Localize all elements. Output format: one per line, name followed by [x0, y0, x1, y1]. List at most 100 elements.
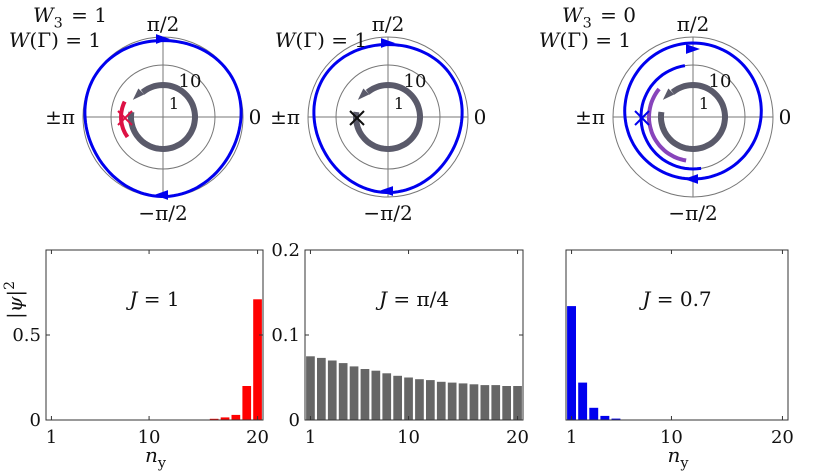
inner-curve [658, 81, 728, 153]
bar [404, 377, 413, 420]
outer-curve-inner-lap [639, 64, 702, 171]
axes-frame [45, 249, 264, 421]
angle-label-bottom: −π/2 [668, 201, 717, 225]
bar [220, 417, 230, 420]
bar [502, 386, 511, 420]
bar [349, 366, 359, 420]
bar [480, 385, 490, 420]
inner-curve-arrow [132, 88, 145, 100]
panel-title: J = π/4 [375, 287, 449, 311]
bar [589, 407, 599, 420]
axes-frame [304, 249, 524, 421]
outer-curve-arrow-top [381, 38, 395, 48]
x-axis-label: ny [145, 443, 168, 471]
bar [338, 363, 348, 420]
radial-label-1: 1 [394, 94, 404, 113]
bar [317, 357, 326, 420]
annotation-wgamma: W(Γ) = 1 [275, 28, 367, 52]
inner-segment [118, 100, 130, 139]
bar [242, 386, 252, 420]
x-tick-label: 20 [506, 427, 529, 448]
bar [567, 306, 576, 420]
angle-label-top: π/2 [677, 12, 710, 36]
bar [426, 380, 435, 420]
polar-panel-1: π/2 0 ±π −π/2 110 W3 = 1W(Γ) = 1 [9, 3, 262, 225]
bar [209, 418, 219, 420]
panel-title: J = 0.7 [638, 287, 711, 311]
bar-panel-1: 1 10 20 0 0.5 J = 1 ny |ψ|2 [2, 249, 269, 471]
radial-label-10: 10 [179, 71, 202, 92]
x-tick-label: 1 [305, 427, 316, 448]
x-tick-label: 1 [46, 427, 57, 448]
x-axis-label: ny [667, 443, 690, 471]
inner-segment [646, 87, 687, 163]
bar [611, 418, 621, 420]
y-tick-label: 0 [289, 410, 300, 431]
y-tick-label: 0.1 [271, 325, 300, 346]
bar [458, 383, 468, 420]
bar [415, 379, 424, 420]
annotation-w3: W3 = 0 [562, 3, 636, 32]
radial-label-10: 10 [404, 71, 427, 92]
inner-curve [353, 81, 423, 153]
bar [371, 370, 381, 420]
y-axis-label: |ψ|2 [2, 281, 28, 319]
bar [513, 386, 522, 420]
angle-label-right: 0 [474, 105, 487, 129]
bar [327, 360, 337, 420]
bar [393, 375, 402, 420]
x-tick-label: 20 [246, 427, 269, 448]
radial-label-1: 1 [169, 94, 179, 113]
polar-panel-3: π/2 0 ±π −π/2 110 W3 = 0W(Γ) = 1 [539, 3, 792, 225]
x-tick-label: 10 [138, 427, 161, 448]
annotation-wgamma: W(Γ) = 1 [539, 28, 631, 52]
x-tick-label: 1 [566, 427, 577, 448]
outer-curve-arrow-top [156, 34, 170, 44]
angle-label-right: 0 [249, 105, 262, 129]
outer-curve-arrow-top [686, 44, 700, 54]
bar [306, 356, 315, 421]
bar-panel-3: 1 10 20 J = 0.7 ny [565, 249, 794, 471]
angle-label-top: π/2 [372, 12, 405, 36]
x-tick-label: 20 [771, 427, 794, 448]
angle-label-bottom: −π/2 [363, 201, 412, 225]
bar [382, 373, 392, 421]
outer-curve-arrow-bottom [684, 174, 698, 184]
cross-marker-b [349, 110, 365, 126]
angle-label-left: ±π [270, 105, 300, 129]
angle-label-left: ±π [45, 105, 75, 129]
y-tick-label: 0.2 [271, 240, 300, 261]
bar [469, 384, 479, 420]
outer-curve-arrow-bottom [154, 190, 168, 200]
x-tick-label: 10 [660, 427, 683, 448]
bar [491, 385, 501, 420]
inner-curve-arrow [357, 88, 370, 100]
y-tick-label: 0.5 [12, 325, 41, 346]
cross-marker-b [634, 110, 650, 126]
y-tick-label: 0 [30, 410, 41, 431]
radial-label-10: 10 [709, 71, 732, 92]
annotation-wgamma: W(Γ) = 1 [9, 28, 101, 52]
bar-panel-2: 1 10 20 0 0.1 0.2 J = π/4 [271, 240, 529, 448]
cross-marker-b [117, 110, 133, 126]
outer-curve-arrow-bottom [379, 186, 393, 196]
bar [436, 381, 446, 421]
polar-panel-2: π/2 0 ±π −π/2 110 W(Γ) = 1 [270, 12, 486, 225]
annotation-w3: W3 = 1 [33, 3, 107, 32]
radial-label-1: 1 [699, 94, 709, 113]
inner-curve-arrow [662, 88, 675, 100]
angle-label-left: ±π [575, 105, 605, 129]
axes-frame [565, 249, 789, 421]
bar [600, 415, 610, 420]
bar [360, 369, 370, 420]
panel-title: J = 1 [125, 287, 179, 311]
bar [253, 299, 262, 420]
x-tick-label: 10 [397, 427, 420, 448]
bar [231, 414, 241, 420]
angle-label-bottom: −π/2 [138, 201, 187, 225]
angle-label-right: 0 [779, 105, 792, 129]
inner-curve [128, 81, 198, 153]
bar [578, 382, 588, 420]
angle-label-top: π/2 [147, 12, 180, 36]
